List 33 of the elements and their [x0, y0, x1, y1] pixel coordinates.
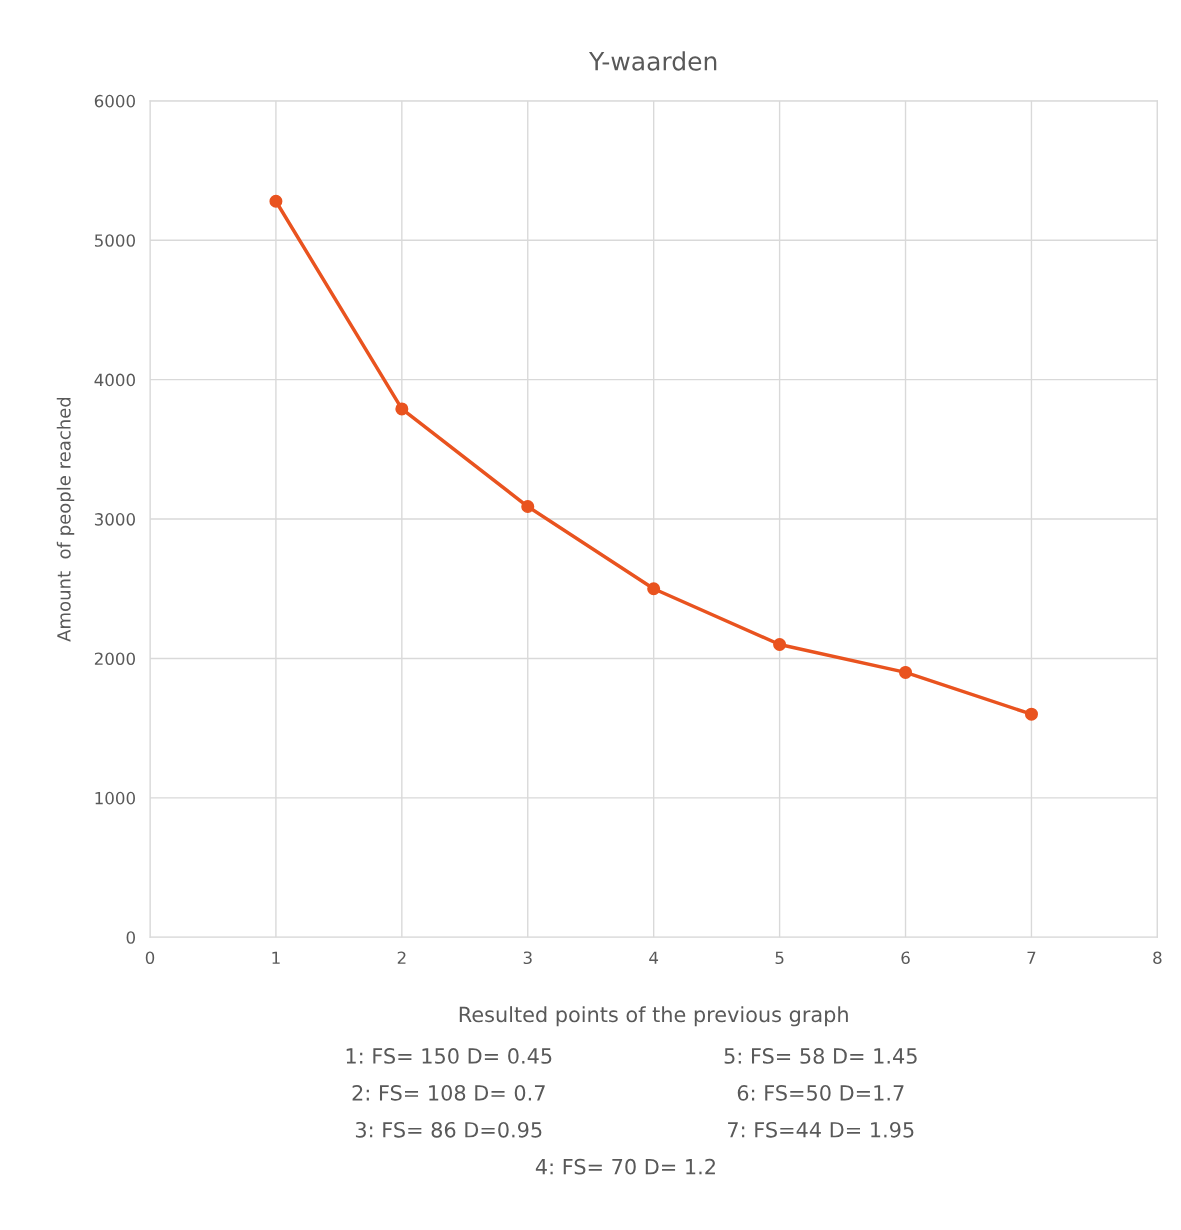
y-tick-label: 4000: [94, 373, 135, 387]
x-tick-label: 6: [901, 951, 910, 965]
x-tick-label: 5: [775, 951, 784, 965]
y-tick-label: 2000: [94, 652, 135, 666]
point: [1024, 707, 1038, 721]
x-tick-label: 3: [523, 951, 532, 965]
text: 5: FS= 58 D= 1.45: [724, 1048, 917, 1064]
y-axis-title: Amount of people reached: [56, 397, 75, 642]
text: 6: FS=50 D=1.7: [737, 1084, 904, 1101]
point: [521, 500, 535, 514]
x-axis-title: Resulted points of the previous graph: [459, 1006, 848, 1027]
point: [647, 582, 661, 596]
text: 3: FS= 86 D=0.95: [355, 1121, 542, 1138]
x-tick-label: 0: [145, 951, 155, 965]
x-tick-label: 1: [272, 951, 280, 964]
point: [395, 402, 409, 416]
chart-title: Y-waarden: [588, 51, 717, 71]
point: [269, 194, 283, 208]
x-tick-label: 2: [397, 951, 406, 964]
y-tick-label: 0: [126, 931, 135, 944]
y-tick-label: 3000: [94, 513, 135, 526]
point: [899, 665, 913, 679]
x-tick-label: 8: [1153, 951, 1162, 965]
text: 4: FS= 70 D= 1.2: [535, 1158, 715, 1175]
y-tick-label: 1000: [95, 791, 135, 805]
text: 7: FS=44 D= 1.95: [728, 1121, 914, 1138]
text: 2: FS= 108 D= 0.7: [352, 1084, 545, 1101]
y-tick-label: 6000: [94, 94, 135, 108]
x-tick-label: 4: [649, 951, 659, 964]
y-tick-label: 5000: [94, 234, 135, 247]
point: [773, 638, 787, 652]
x-tick-label: 7: [1027, 951, 1036, 964]
text: 1: FS= 150 D= 0.45: [346, 1048, 552, 1064]
